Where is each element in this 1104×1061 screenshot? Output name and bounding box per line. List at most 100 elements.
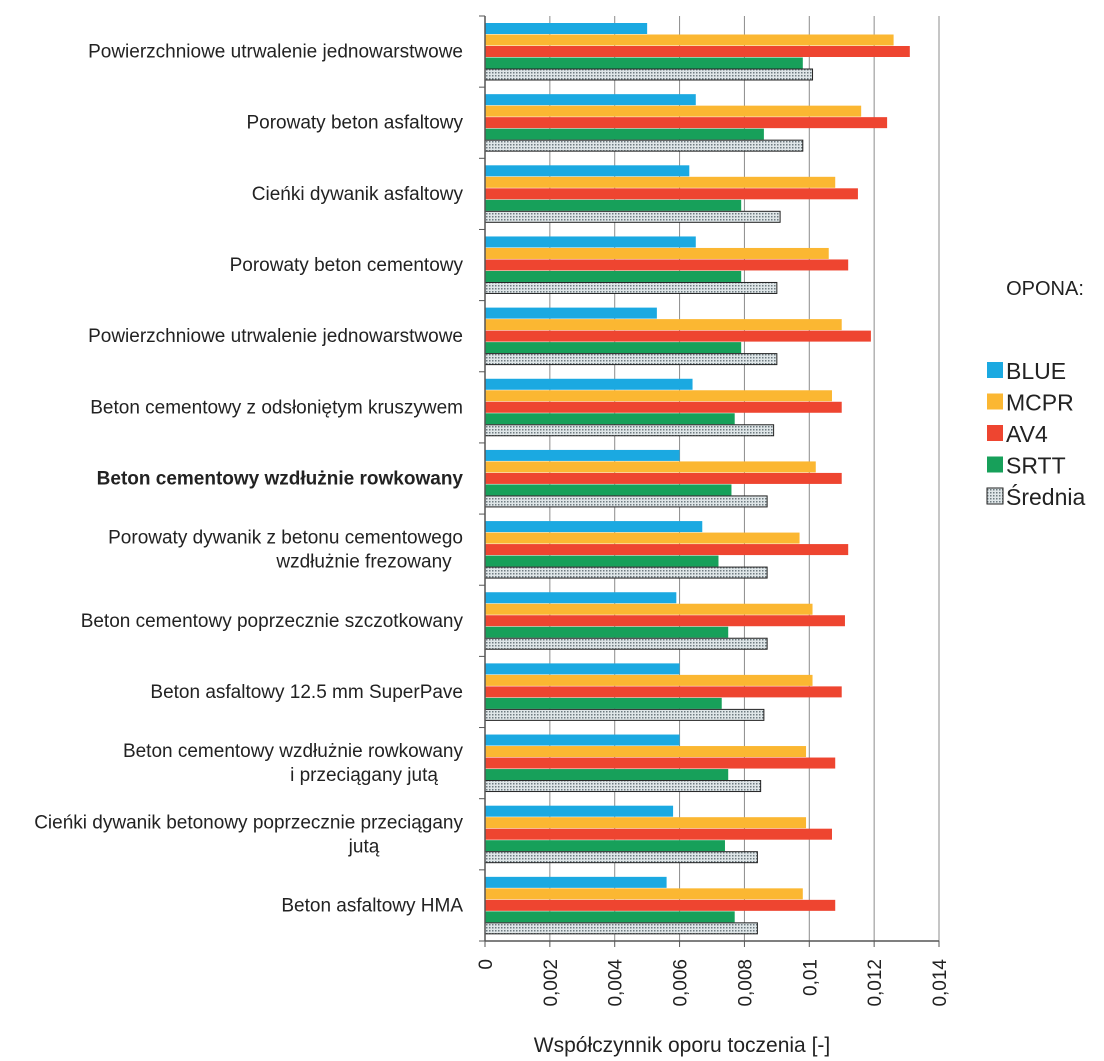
bar-srtt [485,199,742,211]
bar-blue [485,805,674,817]
bar--rednia [484,424,775,437]
bar-mcpr [485,674,813,686]
bar-blue [485,236,696,248]
bar-srtt [485,626,729,638]
bar-blue [485,592,677,604]
x-tick-label: 0,006 [671,959,692,1007]
x-tick-label: 0,01 [800,959,821,996]
bar-av4 [485,686,842,698]
category-label: Cieńki dywanik betonowy poprzecznie prze… [34,812,463,833]
bar--rednia [484,68,814,81]
legend-title: OPONA: [1006,278,1084,300]
category-labels: Powierzchniowe utrwalenie jednowarstwowe… [34,42,463,917]
bar-srtt [485,769,729,781]
category-label: wzdłużnie frezowany [275,552,452,573]
bar--rednia [484,353,778,366]
bar-srtt [485,697,722,709]
legend-label: AV4 [1006,421,1048,447]
bar-srtt [485,57,803,69]
bar--rednia [484,210,781,223]
bar-mcpr [485,176,836,188]
x-tick-labels: 0 0,002 0,004 0,006 0,008 0,01 0,012 0,014 [476,959,951,1007]
bar-av4 [485,615,845,627]
bar-srtt [485,840,725,852]
x-tick-label: 0,012 [865,959,886,1007]
legend: OPONA: BLUE MCPR AV4 SRTT Średnia [986,278,1085,510]
legend-swatch-mcpr [987,393,1003,410]
bar-mcpr [485,34,894,46]
legend-label: Średnia [1006,483,1085,510]
bar-av4 [485,472,842,484]
bar-blue [485,449,680,461]
x-tick-label: 0,014 [930,959,951,1007]
category-label: Porowaty dywanik z betonu cementowego [108,528,463,549]
bar-srtt [485,413,735,425]
bar-av4 [485,757,836,769]
bar-av4 [485,46,910,57]
bar-blue [485,734,680,746]
category-label: Powierzchniowe utrwalenie jednowarstwowe [88,326,463,347]
x-tick-label: 0,008 [735,959,756,1007]
bar-av4 [485,401,842,413]
bar-mcpr [485,746,807,758]
bar--rednia [484,780,762,793]
legend-swatch-av4 [987,425,1003,441]
bar-mcpr [485,461,816,473]
x-tick-label: 0 [476,959,497,970]
bar-blue [485,23,648,34]
bar--rednia [484,281,778,294]
category-label: Cieńki dywanik asfaltowy [252,184,464,205]
category-label: Beton cementowy poprzecznie szczotkowany [81,611,464,632]
bar--rednia [484,708,765,721]
bar-blue [485,165,690,177]
category-label: Beton cementowy wzdłużnie rowkowany [123,741,464,762]
bar-av4 [485,828,832,840]
category-label: Powierzchniowe utrwalenie jednowarstwowe [88,42,463,63]
bar-av4 [485,899,836,911]
category-label: Beton asfaltowy HMA [281,895,463,916]
bar-av4 [485,544,849,556]
bar-blue [485,521,703,533]
bar-srtt [485,911,735,923]
x-tick-label: 0,004 [606,959,627,1007]
bar-mcpr [485,319,842,331]
bar--rednia [484,495,768,508]
legend-swatch--rednia [986,487,1004,505]
bar--rednia [484,139,804,152]
legend-label: MCPR [1006,390,1074,416]
legend-swatch-blue [987,362,1003,378]
category-label: i przeciągany jutą [290,765,438,786]
axes [479,15,940,947]
bar--rednia [484,637,768,650]
category-label: Porowaty beton cementowy [230,255,464,276]
bar--rednia [484,922,758,935]
bar--rednia [484,566,768,579]
bar-mcpr [485,817,807,829]
bar-mcpr [485,247,829,259]
legend-label: BLUE [1006,358,1066,384]
bar-mcpr [485,105,862,117]
bar-av4 [485,330,871,342]
category-label: jutą [348,836,380,857]
bar-av4 [485,188,858,200]
x-axis-title: Współczynnik oporu toczenia [-] [534,1034,830,1057]
x-tick-label: 0,002 [541,959,562,1007]
category-label: Porowaty beton asfaltowy [246,113,463,134]
bar-blue [485,663,680,675]
bar-srtt [485,342,742,354]
bar-blue [485,307,657,319]
legend-swatch-srtt [987,456,1003,473]
bar-srtt [485,555,719,567]
bars [484,23,910,935]
bar-srtt [485,270,742,282]
bar-mcpr [485,603,813,615]
bar--rednia [484,851,758,864]
bar-blue [485,378,693,390]
category-label: Beton cementowy z odsłoniętym kruszywem [90,397,463,418]
bar-av4 [485,117,888,129]
bar-mcpr [485,390,832,402]
bar-blue [485,876,667,888]
bar-srtt [485,484,732,496]
bar-mcpr [485,888,803,900]
